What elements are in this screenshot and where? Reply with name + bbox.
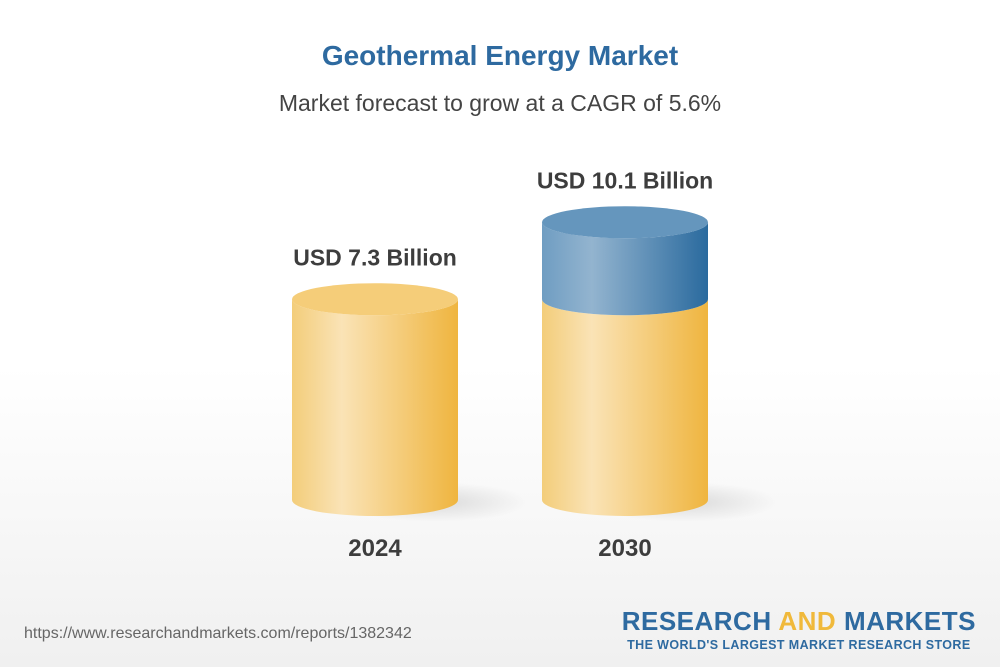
chart-subtitle: Market forecast to grow at a CAGR of 5.6…	[278, 90, 722, 116]
value-label: USD 10.1 Billion	[537, 167, 713, 193]
logo-word: RESEARCH	[621, 606, 779, 636]
category-label: 2024	[348, 535, 402, 562]
chart-title: Geothermal Energy Market	[321, 40, 679, 71]
logo-word: MARKETS	[836, 606, 976, 636]
cylinder-top	[542, 206, 708, 239]
category-label: 2030	[598, 535, 651, 562]
cylinder-growth-segment	[542, 222, 708, 316]
cylinder-top	[292, 283, 458, 316]
cylinder-body	[292, 299, 458, 516]
value-label: USD 7.3 Billion	[293, 244, 457, 270]
research-and-markets-logo: RESEARCH AND MARKETS THE WORLD'S LARGEST…	[622, 606, 976, 652]
source-url[interactable]: https://www.researchandmarkets.com/repor…	[24, 625, 412, 642]
logo-tagline: THE WORLD'S LARGEST MARKET RESEARCH STOR…	[627, 638, 971, 652]
logo-word: AND	[778, 606, 837, 636]
cylinder-base-segment	[542, 299, 708, 516]
